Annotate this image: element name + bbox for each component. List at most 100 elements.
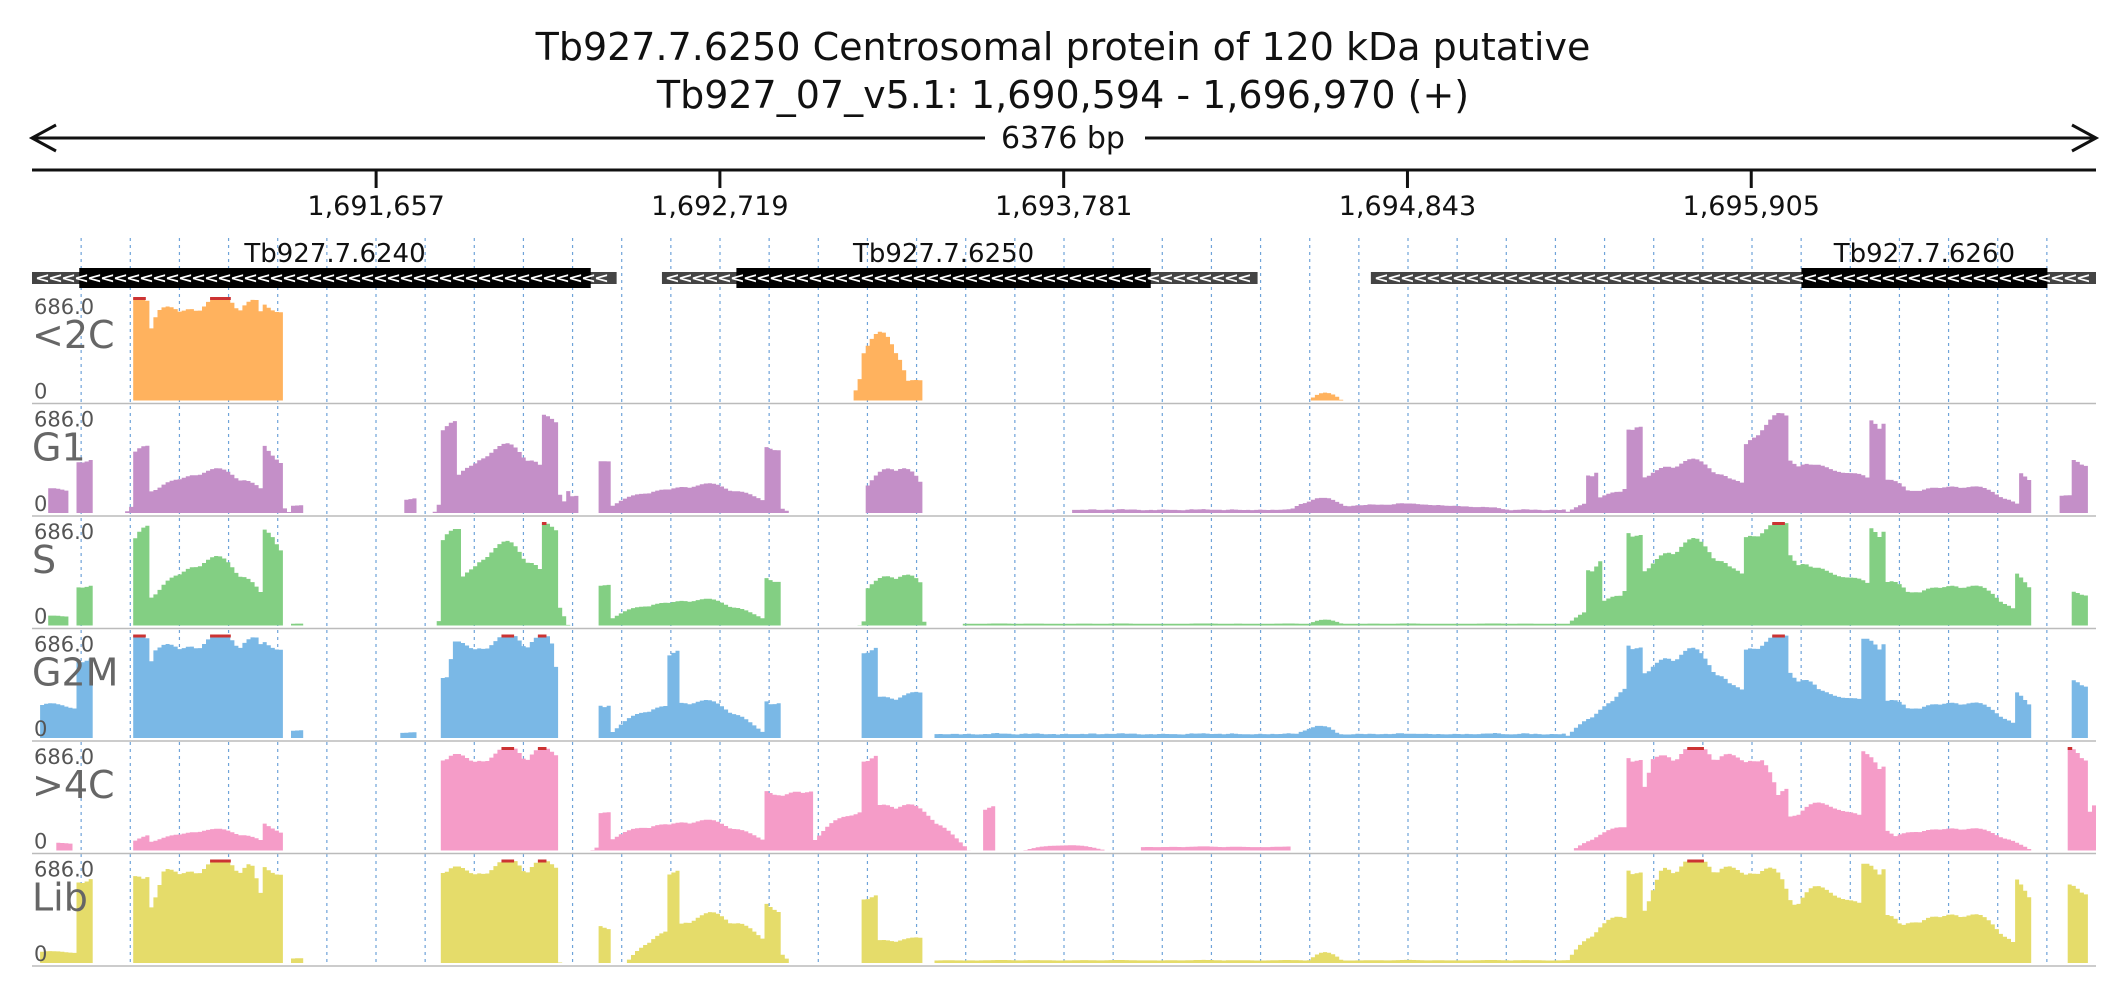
gene-Tb927.7.6260[interactable]: <<<<<<<<<<<<<<<<<<<<<<<<<<<<<<<<<<<<<<<<… <box>1370 239 2096 288</box>
clip-marker <box>133 297 138 300</box>
clip-marker <box>210 634 215 638</box>
clip-marker <box>137 634 142 638</box>
clip-marker <box>501 859 507 863</box>
coverage-area <box>32 860 2096 963</box>
coverage-area <box>32 523 2096 626</box>
clip-marker <box>541 747 547 750</box>
x-tick-label-4: 1,695,905 <box>1683 191 1820 222</box>
strand-arrows: <<<<<<<<<<<<<<<<<<<<<<<<<<<<<<<<<<<<<<<<… <box>666 269 1251 287</box>
track-ymin: 0 <box>34 492 47 516</box>
clip-marker <box>537 634 543 638</box>
clip-marker <box>1772 634 1777 638</box>
span-arrow-right <box>2071 123 2100 153</box>
clip-marker <box>218 297 223 300</box>
clip-marker <box>1691 747 1696 750</box>
track-name: <2C <box>32 313 115 357</box>
x-tick-label-2: 1,693,781 <box>995 191 1132 222</box>
gene-cds <box>736 268 1151 288</box>
clip-marker <box>541 522 547 525</box>
track-name: G1 <box>32 426 86 470</box>
clip-marker <box>541 859 547 863</box>
coverage-area <box>32 635 2096 738</box>
clip-marker <box>222 859 227 863</box>
clip-marker <box>501 747 507 750</box>
track-c4: 686.0 0 >4C <box>32 745 2096 855</box>
clip-marker <box>218 859 223 863</box>
track-ymax: 686.0 <box>34 408 94 432</box>
clip-marker <box>509 747 515 750</box>
span-label: 6376 bp <box>1001 121 1125 156</box>
clip-marker <box>1772 522 1777 525</box>
clip-marker <box>210 859 215 863</box>
clip-marker <box>214 297 219 300</box>
clip-marker <box>505 634 511 638</box>
clip-marker <box>1695 859 1700 863</box>
clip-marker <box>226 859 231 863</box>
clip-marker <box>218 634 223 638</box>
x-axis-ticks: 1,691,657 1,692,719 1,693,781 1,694,843 1,69… <box>307 170 1820 222</box>
track-ymin: 0 <box>34 605 47 629</box>
track-ymin: 0 <box>34 717 47 741</box>
clip-marker <box>1687 859 1692 863</box>
track-name: S <box>32 538 56 582</box>
track-name: >4C <box>32 763 115 807</box>
clip-marker <box>222 297 227 300</box>
chart-subtitle: Tb927_07_v5.1: 1,690,594 - 1,696,970 (+) <box>656 73 1469 117</box>
coverage-area <box>32 748 2096 851</box>
track-g1: 686.0 0 G1 <box>32 408 2096 517</box>
track-c2: 686.0 0 <2C <box>32 295 2096 405</box>
clip-marker <box>501 634 507 638</box>
clip-marker <box>1691 859 1696 863</box>
strand-arrows: <<<<<<<<<<<<<<<<<<<<<<<<<<<<<<<<<<<<<<<<… <box>1375 269 2090 287</box>
track-ymin: 0 <box>34 942 47 966</box>
clip-marker <box>210 297 215 300</box>
track-lib: 686.0 0 Lib <box>32 858 2096 967</box>
clip-marker <box>1699 747 1704 750</box>
clip-marker <box>1780 634 1785 638</box>
clip-marker <box>2067 747 2073 750</box>
x-tick-label-1: 1,692,719 <box>651 191 788 222</box>
clip-marker <box>1780 522 1785 525</box>
track-name: G2M <box>32 651 118 695</box>
strand-arrows: <<<<<<<<<<<<<<<<<<<<<<<<<<<<<<<<<<<<<<<<… <box>36 269 608 287</box>
coverage-area <box>32 298 2096 401</box>
track-ymin: 0 <box>34 380 47 404</box>
clip-marker <box>1695 747 1700 750</box>
gene-Tb927.7.6250[interactable]: <<<<<<<<<<<<<<<<<<<<<<<<<<<<<<<<<<<<<<<<… <box>661 239 1258 288</box>
track-ymin: 0 <box>34 830 47 854</box>
clip-marker <box>537 747 543 750</box>
clip-marker <box>505 747 511 750</box>
span-indicator: 6376 bp <box>28 121 2100 156</box>
clip-marker <box>509 634 515 638</box>
clip-marker <box>214 859 219 863</box>
track-g2m: 686.0 0 G2M <box>32 633 2096 742</box>
track-ymax: 686.0 <box>34 520 94 544</box>
track-s: 686.0 0 S <box>32 520 2096 630</box>
gene-cds <box>1801 268 2048 288</box>
coverage-area <box>32 413 2096 513</box>
x-tick-label-3: 1,694,843 <box>1339 191 1476 222</box>
clip-marker <box>137 297 142 300</box>
clip-marker <box>1776 634 1781 638</box>
clip-marker <box>541 634 547 638</box>
gene-Tb927.7.6240[interactable]: <<<<<<<<<<<<<<<<<<<<<<<<<<<<<<<<<<<<<<<<… <box>32 239 617 288</box>
clip-marker <box>537 859 543 863</box>
clip-marker <box>1699 859 1704 863</box>
clip-marker <box>222 634 227 638</box>
gene-models: <<<<<<<<<<<<<<<<<<<<<<<<<<<<<<<<<<<<<<<<… <box>32 239 2096 288</box>
track-ymax: 686.0 <box>34 858 94 882</box>
coverage-tracks: 686.00<2C686.00G1686.00S686.00G2M686.00>… <box>32 295 2096 967</box>
x-tick-label-0: 1,691,657 <box>307 191 444 222</box>
clip-marker <box>1687 747 1692 750</box>
gene-label: Tb927.7.6240 <box>243 239 425 269</box>
clip-marker <box>141 634 146 638</box>
clip-marker <box>1776 522 1781 525</box>
track-ymax: 686.0 <box>34 745 94 769</box>
clip-marker <box>133 634 138 638</box>
clip-marker <box>226 297 231 300</box>
clip-marker <box>226 634 231 638</box>
chart-title: Tb927.7.6250 Centrosomal protein of 120 … <box>535 25 1591 69</box>
clip-marker <box>509 859 515 863</box>
clip-marker <box>214 634 219 638</box>
